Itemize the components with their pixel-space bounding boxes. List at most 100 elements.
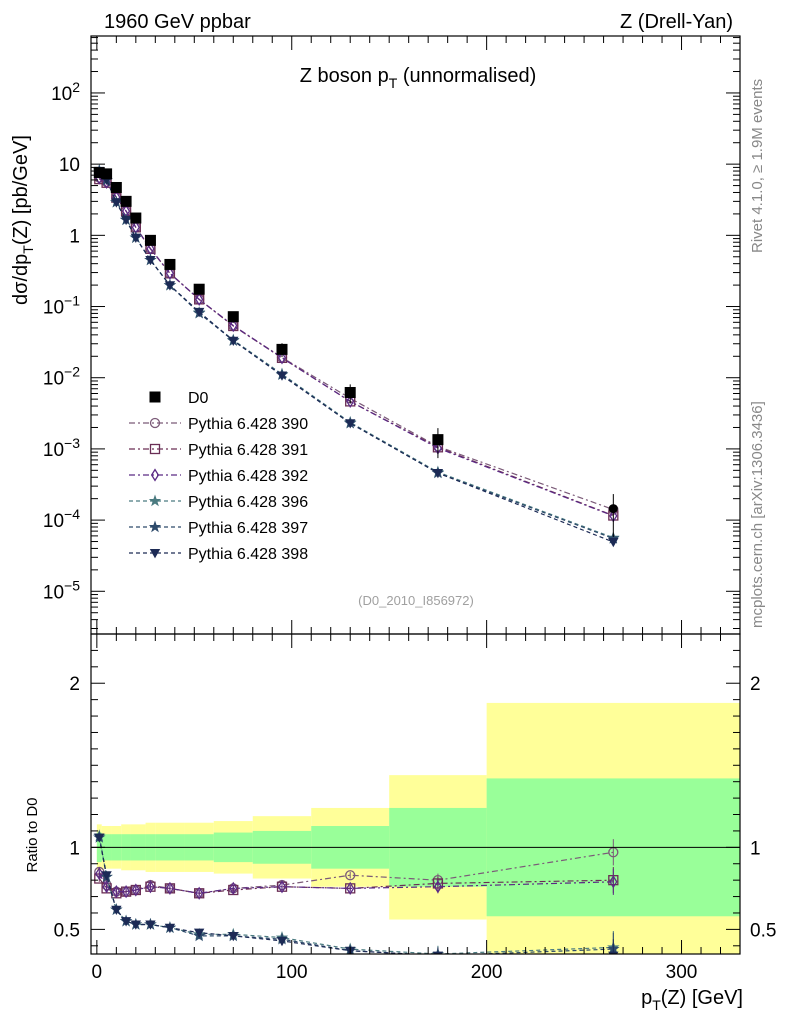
legend-marker-data — [149, 391, 161, 403]
main-point-series-5-8 — [228, 336, 239, 347]
ratio-point-series-5-5 — [145, 920, 156, 930]
ratio-point-series-0-10 — [345, 870, 356, 881]
main-point-series-5-7 — [193, 307, 205, 318]
main-point-series-2-7 — [195, 292, 204, 307]
main-frame — [90, 35, 741, 635]
data-point-6 — [164, 258, 176, 270]
x-axis-label: pT(Z) [GeV] — [641, 987, 743, 1013]
ratio-point-series-2-0 — [95, 866, 104, 881]
ratio-point-series-5-9 — [276, 936, 288, 947]
y-tick-label-main-6: 10 — [59, 155, 80, 176]
ratio-point-series-5-1 — [101, 871, 112, 881]
data-point-11 — [432, 434, 444, 446]
x-tick-label-2: 200 — [471, 962, 503, 983]
main-series-group — [93, 163, 620, 548]
axes-group: 0 100 200 300 10−5 10−4 10−3 10−2 10−1 1 10 102 0.5 0… — [43, 36, 776, 983]
ratio-point-series-5-12 — [608, 951, 619, 954]
y-axis-label-main: dσ/dpT(Z) [pb/GeV] — [10, 135, 36, 305]
y-tick-label-ratio-right-1: 1 — [750, 838, 761, 859]
main-line-series-0 — [98, 177, 614, 511]
main-point-series-5-11 — [432, 468, 444, 479]
ratio-point-series-2-12 — [609, 875, 618, 889]
mcplots-label: mcplots.cern.ch [arXiv:1306.3436] — [749, 401, 766, 628]
data-point-4 — [130, 212, 142, 224]
ratio-point-series-5-8 — [228, 931, 239, 942]
y-tick-label-ratio-left-2: 2 — [69, 674, 80, 695]
ratio-point-series-2-9 — [277, 880, 287, 894]
y-tick-label-main-5: 1 — [69, 226, 80, 247]
ratio-point-series-2-6 — [165, 881, 175, 895]
main-point-series-5-3 — [120, 215, 132, 226]
ratio-uncertainty-bands — [96, 702, 740, 954]
main-line-series-1 — [99, 178, 614, 517]
legend-marker-series-1 — [149, 443, 161, 455]
main-point-series-5-6 — [164, 281, 176, 291]
y-tick-label-ratio-left-1: 1 — [69, 838, 80, 859]
ratio-point-series-5-2 — [111, 905, 122, 916]
main-point-series-2-8 — [229, 318, 238, 333]
ratio-point-series-5-0 — [94, 833, 105, 843]
ratio-point-series-2-3 — [121, 885, 131, 899]
ratio-point-series-5-11 — [432, 951, 444, 954]
data-point-12 — [608, 504, 618, 514]
legend-label-series-1: Pythia 6.428 391 — [188, 442, 308, 459]
y-tick-label-ratio-right-0: 0.5 — [750, 920, 776, 941]
ratio-point-series-2-4 — [131, 883, 140, 897]
y-tick-label-main-4: 10−1 — [43, 293, 80, 319]
ratio-frame — [90, 633, 741, 955]
legend-marker-series-4 — [148, 520, 162, 533]
main-point-series-5-4 — [130, 233, 142, 243]
legend-label-series-3: Pythia 6.428 396 — [188, 494, 308, 511]
data-point-2 — [110, 181, 122, 193]
data-point-3 — [120, 195, 132, 207]
y-tick-label-main-1: 10−4 — [43, 506, 80, 532]
ratio-point-series-5-7 — [193, 928, 205, 938]
legend-label-series-5: Pythia 6.428 398 — [188, 546, 308, 563]
data-point-9 — [276, 343, 288, 355]
x-tick-label-0: 0 — [92, 962, 103, 983]
main-line-series-5 — [98, 170, 614, 543]
y-tick-label-main-7: 102 — [51, 79, 80, 105]
data-point-0 — [93, 167, 105, 179]
legend-label-series-2: Pythia 6.428 392 — [188, 468, 308, 485]
legend: D0 Pythia 6.428 390 Pythia 6.428 391 Pythia… — [129, 390, 308, 563]
data-point-7 — [193, 283, 205, 295]
legend-marker-series-5 — [149, 549, 161, 559]
ratio-point-series-5-4 — [130, 920, 142, 930]
legend-marker-series-3 — [148, 494, 162, 507]
y-tick-label-main-3: 10−2 — [43, 364, 80, 390]
legend-label-series-4: Pythia 6.428 397 — [188, 520, 308, 537]
legend-marker-series-2 — [150, 468, 160, 482]
main-line-series-4 — [98, 170, 614, 540]
main-point-series-5-10 — [345, 419, 356, 429]
data-point-5 — [144, 234, 156, 246]
main-line-series-2 — [98, 177, 614, 517]
ratio-point-series-5-6 — [164, 923, 176, 934]
main-point-series-5-2 — [111, 198, 122, 208]
rivet-label: Rivet 4.1.0, ≥ 1.9M events — [749, 79, 766, 253]
legend-label-series-0: Pythia 6.428 390 — [188, 416, 308, 433]
y-tick-label-ratio-left-0: 0.5 — [54, 920, 80, 941]
ratio-point-series-2-7 — [195, 886, 204, 900]
main-point-series-2-9 — [277, 351, 287, 365]
main-line-series-3 — [98, 170, 614, 539]
ratio-point-series-2-5 — [146, 880, 155, 894]
y-tick-label-ratio-right-2: 2 — [750, 674, 761, 695]
main-point-series-5-9 — [276, 371, 288, 381]
data-points-group — [93, 167, 618, 537]
main-point-series-2-10 — [346, 394, 355, 409]
data-point-8 — [227, 311, 239, 323]
y-tick-label-main-2: 10−3 — [43, 435, 80, 461]
x-tick-label-3: 300 — [666, 962, 698, 983]
ratio-point-series-2-11 — [433, 880, 443, 894]
y-tick-label-main-0: 10−5 — [43, 577, 80, 603]
legend-label-data: D0 — [188, 390, 209, 407]
main-point-series-5-5 — [145, 255, 156, 266]
y-axis-label-ratio: Ratio to D0 — [24, 797, 41, 872]
header-left: 1960 GeV ppbar — [104, 11, 251, 33]
plot-title: Z boson pT (unnormalised) — [300, 65, 536, 91]
header-right: Z (Drell-Yan) — [620, 11, 733, 33]
main-point-series-5-12 — [608, 537, 619, 548]
data-point-10 — [344, 386, 356, 398]
